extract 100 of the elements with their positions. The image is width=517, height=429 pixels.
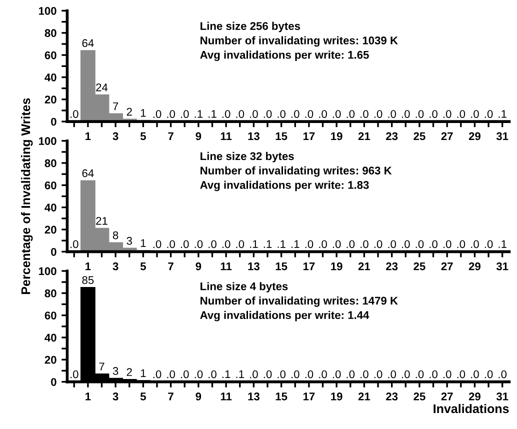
x-tick-label: 15: [276, 392, 288, 400]
data-label: .0: [471, 370, 479, 378]
data-label: .0: [208, 240, 216, 248]
y-tick-label: 40: [44, 73, 56, 82]
data-label: .0: [181, 370, 189, 378]
data-label: .0: [346, 240, 355, 248]
annotation: Line size 32 bytes: [200, 152, 294, 162]
y-axis-title: Percentage of Invalidating Writes: [20, 98, 33, 294]
data-label: .0: [484, 110, 493, 118]
y-tick-label: 40: [44, 334, 56, 342]
data-label: 24: [96, 84, 108, 92]
data-label: .0: [319, 110, 327, 118]
data-label: .0: [70, 110, 78, 118]
data-label: .0: [471, 110, 479, 118]
y-tick-label: 100: [38, 6, 56, 15]
x-tick-label: 19: [331, 262, 342, 270]
data-label: .0: [153, 370, 162, 378]
x-tick-label: 27: [441, 262, 453, 270]
data-label: .0: [264, 370, 272, 378]
x-tick-label: 1: [86, 132, 91, 140]
y-tick-label: 100: [38, 137, 56, 145]
x-tick-label: 31: [496, 262, 508, 270]
data-label: .0: [332, 110, 341, 118]
data-label: .0: [236, 110, 244, 118]
data-label: .0: [416, 240, 424, 248]
x-tick-label: 11: [220, 262, 232, 270]
data-label: .0: [167, 110, 176, 118]
data-label: .0: [305, 110, 314, 118]
x-tick-label: 25: [414, 262, 426, 270]
data-label: .0: [430, 240, 438, 248]
data-label: .0: [360, 370, 368, 378]
data-label: .0: [457, 110, 466, 118]
data-label: 1: [140, 239, 146, 247]
y-tick-label: 40: [44, 204, 56, 212]
data-label: .0: [416, 370, 424, 378]
x-tick-label: 27: [441, 392, 453, 400]
x-tick-label: 13: [248, 262, 260, 270]
x-tick-label: 29: [468, 262, 480, 270]
annotation: Number of invalidating writes: 1479 K: [200, 296, 398, 307]
data-label: .0: [305, 370, 314, 378]
data-label: 3: [112, 367, 118, 375]
data-label: .0: [346, 110, 355, 118]
x-tick-label: 3: [112, 262, 118, 270]
data-label: 85: [82, 276, 94, 284]
x-tick-label: 7: [168, 132, 174, 140]
data-label: .0: [208, 370, 216, 378]
data-label: .0: [181, 240, 189, 248]
data-label: .1: [498, 240, 506, 248]
data-label: .0: [484, 370, 493, 378]
x-tick-label: 21: [358, 132, 370, 140]
x-tick-label: 21: [358, 392, 370, 400]
annotation: Avg invalidations per write: 1.44: [200, 310, 370, 322]
data-label: 21: [96, 216, 108, 225]
x-tick-label: 7: [168, 392, 174, 400]
data-label: .0: [167, 240, 176, 248]
x-axis-title: Invalidations: [434, 404, 509, 414]
data-label: .0: [167, 370, 176, 378]
y-tick-label: 60: [44, 312, 56, 320]
y-tick-label: 80: [44, 289, 56, 298]
x-tick-label: 5: [140, 132, 146, 140]
annotation: Avg invalidations per write: 1.65: [200, 50, 369, 62]
data-label: 64: [82, 39, 94, 48]
data-label: .0: [402, 370, 410, 378]
x-tick-label: 17: [303, 262, 315, 270]
data-label: .0: [332, 240, 341, 248]
x-tick-label: 19: [331, 392, 342, 400]
data-label: .0: [222, 240, 230, 248]
x-tick-label: 17: [303, 392, 315, 400]
data-label: .0: [278, 370, 286, 378]
x-tick-label: 21: [358, 262, 370, 270]
annotation: Line size 256 bytes: [200, 22, 300, 32]
data-label: .0: [388, 110, 396, 118]
x-tick-label: 19: [331, 132, 342, 140]
data-label: .0: [194, 240, 203, 248]
x-tick-label: 23: [386, 392, 398, 400]
y-tick-label: 80: [44, 159, 56, 168]
data-label: .0: [250, 370, 258, 378]
data-label: .1: [208, 110, 216, 118]
x-tick-label: 31: [496, 132, 508, 140]
x-tick-label: 15: [276, 262, 288, 270]
y-tick-label: 100: [38, 267, 56, 276]
data-label: .0: [457, 370, 466, 378]
y-tick-label: 20: [44, 356, 56, 364]
data-label: .0: [471, 240, 479, 248]
data-label: .0: [153, 110, 162, 118]
annotation: Number of invalidating writes: 963 K: [200, 166, 392, 177]
data-label: .0: [319, 240, 327, 248]
data-label: 1: [140, 109, 146, 117]
x-tick-label: 11: [220, 132, 232, 140]
data-label: .0: [278, 110, 286, 118]
data-label: .0: [402, 240, 410, 248]
data-label: .1: [292, 240, 300, 248]
data-label: .0: [305, 240, 314, 248]
x-tick-label: 1: [86, 392, 91, 400]
x-tick-label: 3: [112, 132, 118, 140]
data-label: .1: [250, 240, 258, 248]
data-label: .0: [319, 370, 327, 378]
data-label: .0: [236, 240, 244, 248]
data-label: .0: [292, 110, 300, 118]
x-tick-label: 1: [86, 262, 91, 270]
